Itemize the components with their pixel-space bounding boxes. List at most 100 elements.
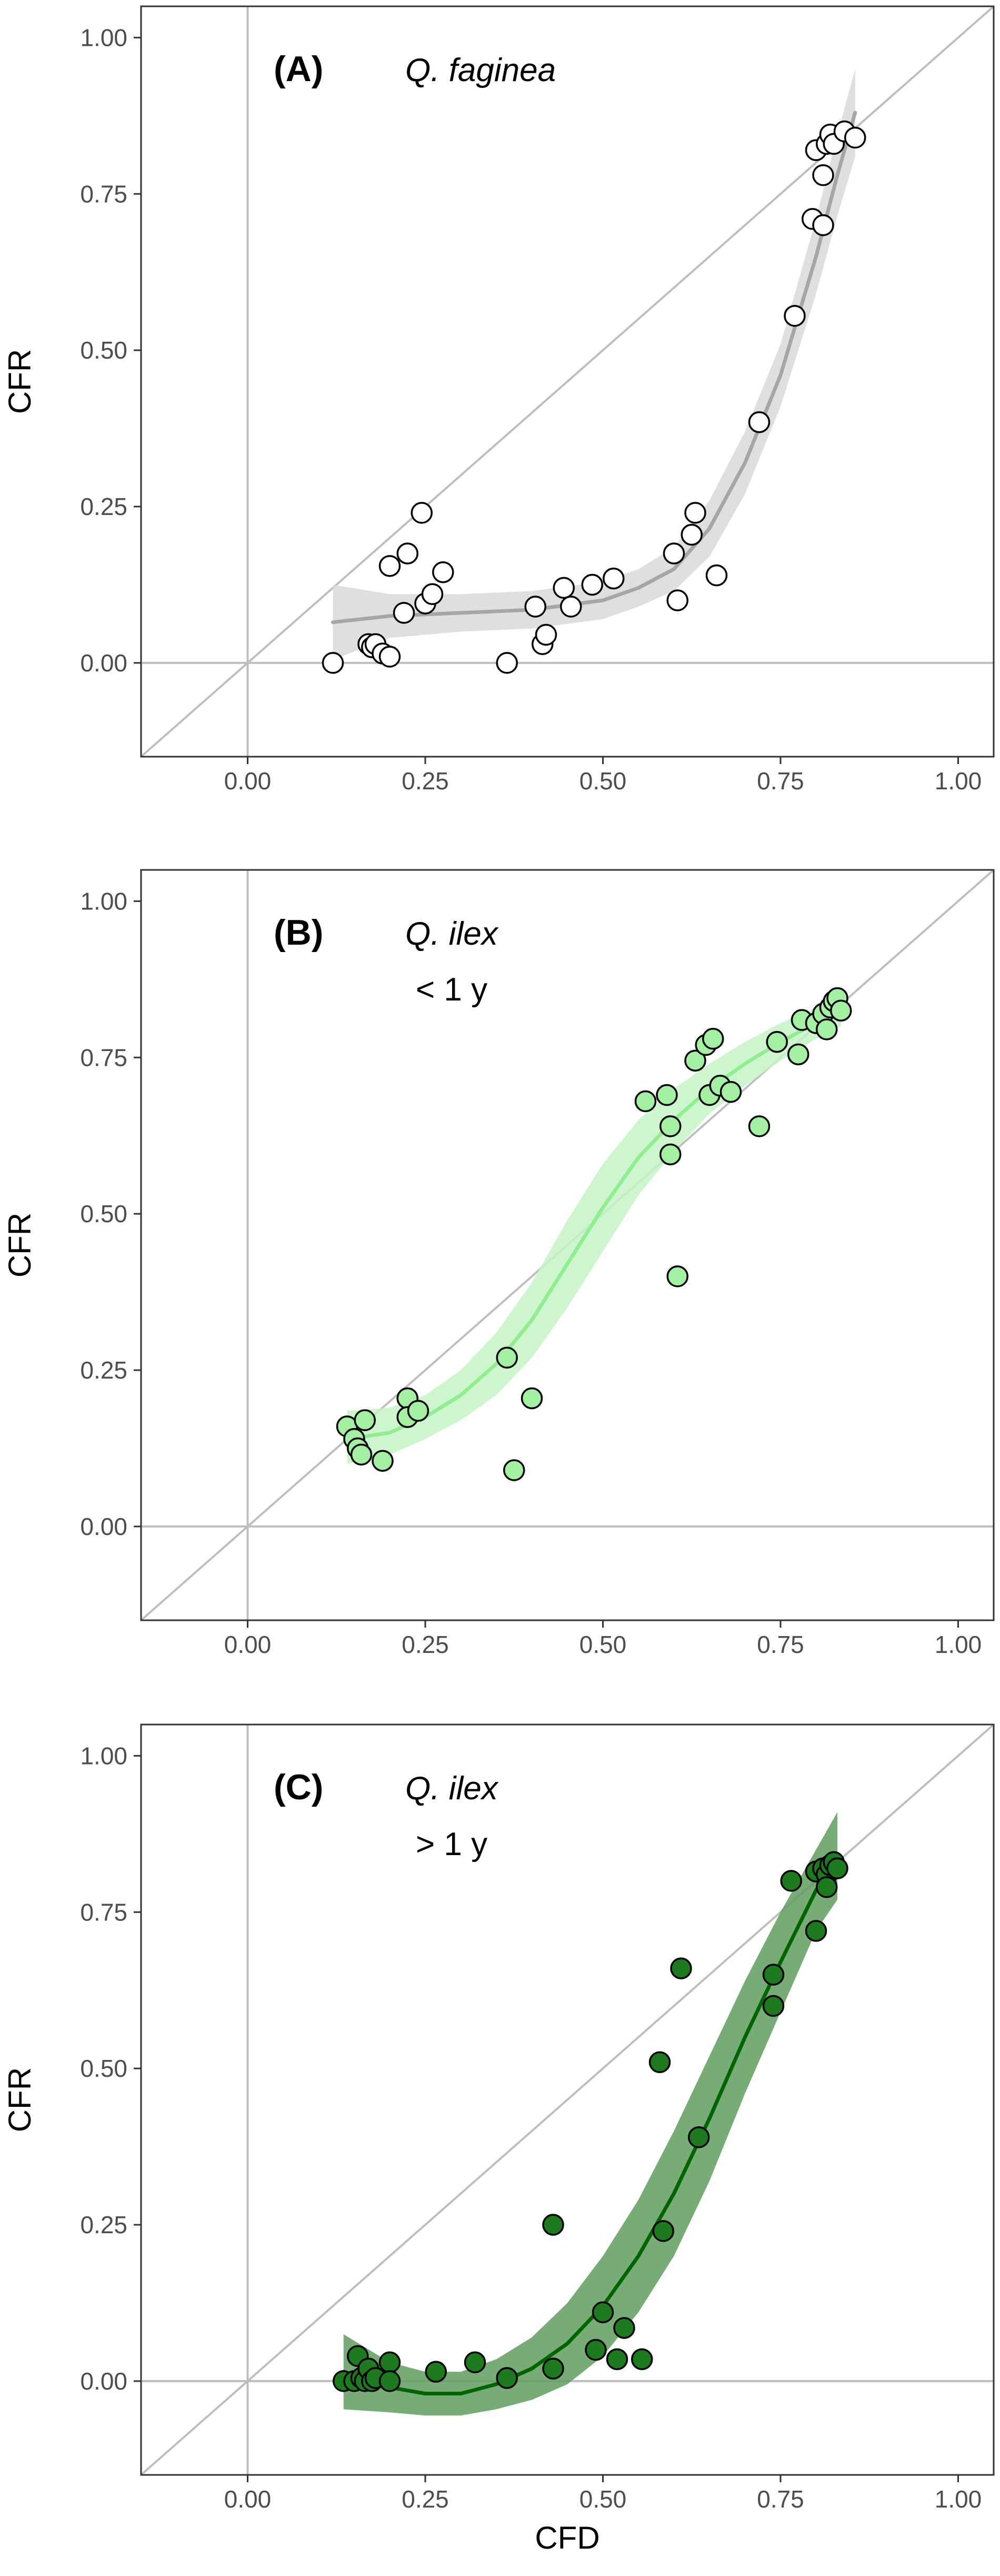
panel-a-point-17 [535, 623, 557, 646]
panel-c-point-23 [670, 1957, 692, 1979]
panel-b-point-25 [766, 1031, 788, 1053]
panel-c-point-35 [826, 1857, 848, 1879]
panel-a-point-9 [396, 542, 418, 564]
panel-c-point-11 [425, 2361, 447, 2383]
panel-b-point-23 [719, 1081, 742, 1103]
panel-a-confidence-band [333, 68, 855, 660]
panel-c-point-25 [762, 1995, 785, 2017]
panel-b-point-4 [350, 1443, 373, 1466]
panel-a-letter-label: (A) [274, 49, 323, 89]
panel-b-point-17 [666, 1265, 688, 1287]
panel-a-point-18 [553, 577, 575, 599]
panel-a-point-23 [666, 589, 688, 611]
panel-c-point-19 [613, 2317, 635, 2339]
panel-c-y-tick-label-1: 0.00 [80, 2367, 127, 2395]
panel-c-y-tick-label-4: 0.75 [80, 1898, 127, 1926]
panel-a-smooth-line [331, 111, 857, 625]
panel-c-point-16 [585, 2339, 607, 2361]
panel-a-y-tick-label-5: 1.00 [80, 24, 127, 51]
panel-a-point-25 [684, 502, 706, 524]
panel-c-point-13 [496, 2367, 518, 2389]
panel-c-x-tick-label-4: 0.75 [757, 2485, 804, 2513]
panel-c-species-label: Q. ilex [405, 1770, 499, 1807]
panel-b-age-class-label: < 1 y [416, 972, 487, 1008]
panel-b-x-tick-label-4: 0.75 [757, 1631, 804, 1658]
panel-a: 0.00 0.25 0.50 0.75 1.00 0.00 0.25 0.50 0.75 1.00… [2, 5, 995, 795]
panel-c: 0.00 0.25 0.50 0.75 1.00 0.00 0.25 0.50 0.75 1.00… [2, 1723, 995, 2555]
panel-a-point-12 [421, 583, 444, 605]
panel-c-point-28 [805, 1920, 827, 1942]
panel-c-x-tick-label-2: 0.25 [402, 2485, 449, 2513]
panel-c-point-32 [816, 1876, 838, 1898]
panel-a-point-7 [378, 555, 401, 577]
panel-c-point-27 [780, 1870, 802, 1892]
panel-a-y-tick-label-3: 0.50 [80, 336, 127, 364]
panel-c-point-10 [378, 2370, 401, 2392]
panel-b-point-13 [634, 1090, 657, 1113]
panel-c-y-axis-title: CFR [2, 2067, 37, 2132]
panel-c-point-20 [631, 2348, 653, 2371]
panel-a-x-tick-label-3: 0.50 [579, 767, 627, 795]
panel-a-x-tick-label-5: 1.00 [935, 767, 982, 795]
panel-a-x-tick-label-4: 0.75 [757, 767, 804, 795]
panel-b-point-5 [354, 1409, 376, 1431]
panel-b-point-10 [496, 1346, 518, 1369]
panel-b-point-15 [659, 1115, 682, 1137]
panel-a-point-6 [378, 646, 401, 668]
panel-b-point-16 [659, 1143, 682, 1166]
panel-a-point-1 [322, 652, 344, 674]
panel-b-point-18 [684, 1049, 706, 1072]
panel-c-x-tick-label-3: 0.50 [579, 2485, 627, 2513]
panel-a-border [140, 5, 995, 758]
panel-b-point-6 [372, 1450, 394, 1472]
panel-b-point-12 [521, 1387, 543, 1410]
panel-c-y-tick-label-3: 0.50 [80, 2055, 127, 2082]
panel-a-y-tick-label-2: 0.25 [80, 493, 127, 520]
panel-c-letter-label: (C) [274, 1767, 323, 1807]
panel-c-point-14 [542, 2214, 564, 2236]
panel-c-point-26 [762, 1964, 785, 1986]
panel-b-point-9 [407, 1400, 429, 1422]
panel-c-point-12 [464, 2351, 486, 2373]
panel-c-border [140, 1723, 995, 2476]
panel-b: 0.00 0.25 0.50 0.75 1.00 0.00 0.25 0.50 0.75 1.00… [2, 869, 995, 1658]
panel-b-confidence-band [347, 995, 841, 1464]
panel-b-x-tick-label-3: 0.50 [579, 1631, 627, 1658]
panel-b-point-34 [830, 999, 852, 1022]
panel-a-point-22 [663, 542, 685, 564]
panel-a-species-label: Q. faginea [405, 52, 556, 88]
panel-a-point-20 [581, 573, 603, 596]
panel-b-point-11 [503, 1459, 525, 1481]
panel-a-point-27 [748, 411, 771, 433]
panel-b-x-tick-label-2: 0.25 [402, 1631, 449, 1658]
panel-a-point-14 [496, 652, 518, 674]
panel-b-point-26 [787, 1043, 809, 1066]
panel-c-y-tick-label-2: 0.25 [80, 2211, 127, 2238]
panel-b-point-30 [816, 1018, 838, 1041]
panel-c-point-22 [652, 2220, 674, 2242]
panel-a-point-26 [705, 564, 728, 587]
panel-b-smooth-line [345, 1008, 843, 1441]
panel-c-point-15 [542, 2357, 564, 2380]
panel-b-x-tick-label-5: 1.00 [935, 1631, 982, 1658]
panel-c-point-24 [688, 2126, 710, 2148]
panel-a-point-8 [393, 602, 415, 624]
panel-c-point-18 [606, 2348, 628, 2371]
panel-a-point-28 [784, 305, 806, 327]
panel-a-point-10 [411, 502, 433, 524]
panel-c-point-21 [648, 2051, 671, 2073]
panel-c-age-class-label: > 1 y [416, 1826, 487, 1862]
panel-a-point-13 [432, 561, 454, 583]
panel-b-letter-label: (B) [274, 913, 323, 953]
panel-b-y-tick-label-2: 0.25 [80, 1356, 127, 1384]
panel-a-point-37 [844, 126, 866, 149]
panel-b-y-tick-label-4: 0.75 [80, 1044, 127, 1071]
panel-b-x-tick-label-1: 0.00 [224, 1631, 272, 1658]
panel-b-border [140, 869, 995, 1621]
panel-b-y-tick-label-5: 1.00 [80, 887, 127, 915]
panel-b-point-24 [748, 1115, 771, 1137]
panel-a-y-tick-label-4: 0.75 [80, 180, 127, 207]
panel-b-y-tick-label-3: 0.50 [80, 1200, 127, 1227]
panel-a-point-24 [681, 523, 703, 546]
